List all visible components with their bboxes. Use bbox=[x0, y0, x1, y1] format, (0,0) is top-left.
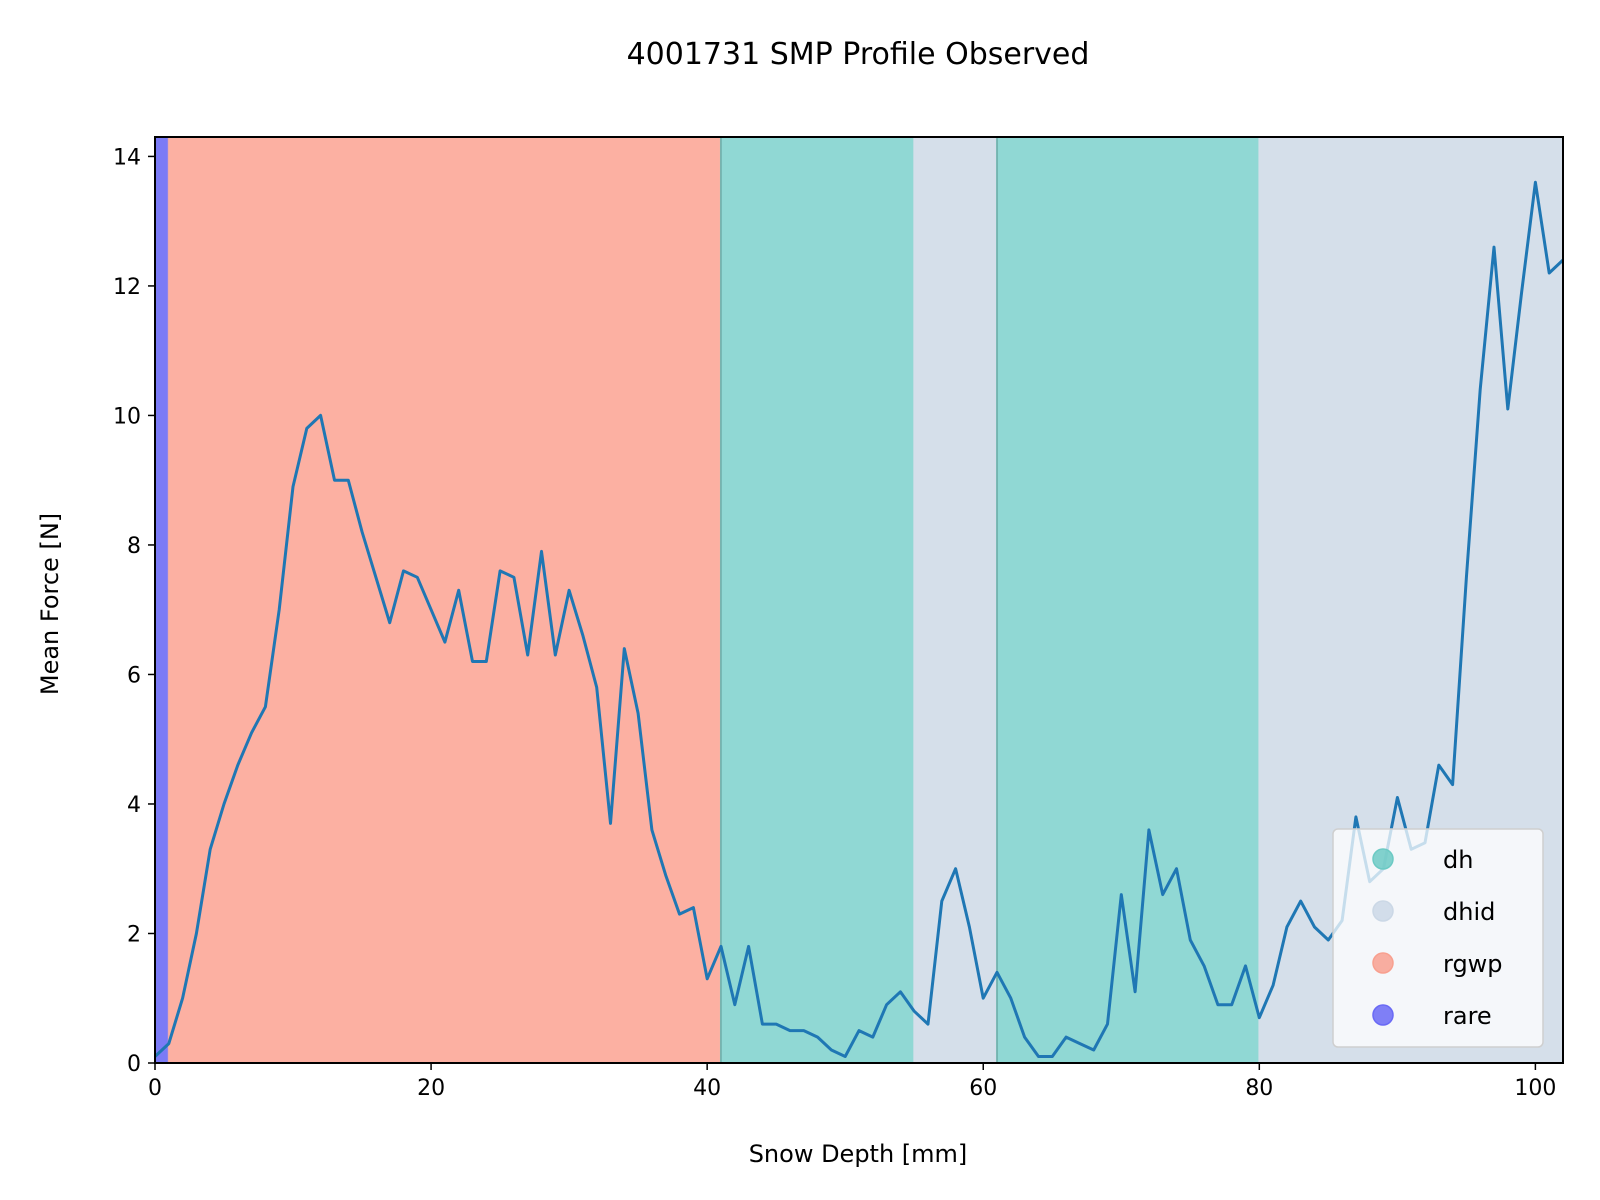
y-tick-label: 6 bbox=[127, 663, 141, 688]
legend: dh dhid rgwp rare bbox=[1332, 828, 1544, 1048]
series-layer bbox=[153, 180, 1565, 1058]
legend-marker-rgwp bbox=[1372, 952, 1394, 974]
region-dh bbox=[720, 137, 915, 1063]
legend-marker-dhid bbox=[1372, 900, 1394, 922]
x-tick-label: 100 bbox=[1514, 1076, 1556, 1101]
legend-label-dh: dh bbox=[1443, 846, 1473, 874]
x-tick-label: 60 bbox=[969, 1076, 997, 1101]
regions-layer bbox=[155, 137, 1563, 1063]
x-tick-label: 0 bbox=[148, 1076, 162, 1101]
y-tick-label: 0 bbox=[127, 1052, 141, 1077]
x-axis-title: Snow Depth [mm] bbox=[749, 1140, 968, 1168]
y-tick-label: 12 bbox=[113, 275, 141, 300]
y-axis: 0 2 4 6 8 10 12 14 bbox=[113, 145, 155, 1077]
legend-box bbox=[1332, 828, 1544, 1048]
y-tick-label: 2 bbox=[127, 922, 141, 947]
x-tick-label: 40 bbox=[693, 1076, 721, 1101]
y-tick-label: 14 bbox=[113, 145, 141, 170]
legend-marker-rare bbox=[1372, 1004, 1394, 1026]
x-tick-label: 20 bbox=[417, 1076, 445, 1101]
region-dhid bbox=[914, 137, 998, 1063]
plot-frame bbox=[154, 136, 1564, 1064]
region-dh bbox=[997, 137, 1260, 1063]
series-line-0 bbox=[153, 180, 1565, 1058]
chart-title: 4001731 SMP Profile Observed bbox=[627, 37, 1090, 72]
y-tick-label: 8 bbox=[127, 534, 141, 559]
legend-label-rare: rare bbox=[1443, 1002, 1492, 1030]
y-tick-label: 10 bbox=[113, 404, 141, 429]
region-rgwp bbox=[168, 137, 721, 1063]
y-axis-title: Mean Force [N] bbox=[36, 513, 64, 695]
legend-label-rgwp: rgwp bbox=[1443, 950, 1503, 978]
legend-label-dhid: dhid bbox=[1443, 898, 1495, 926]
region-rare bbox=[155, 137, 169, 1063]
x-tick-label: 80 bbox=[1245, 1076, 1273, 1101]
y-tick-label: 4 bbox=[127, 793, 141, 818]
x-axis: 0 20 40 60 80 100 bbox=[148, 1063, 1556, 1101]
legend-marker-dh bbox=[1372, 848, 1394, 870]
